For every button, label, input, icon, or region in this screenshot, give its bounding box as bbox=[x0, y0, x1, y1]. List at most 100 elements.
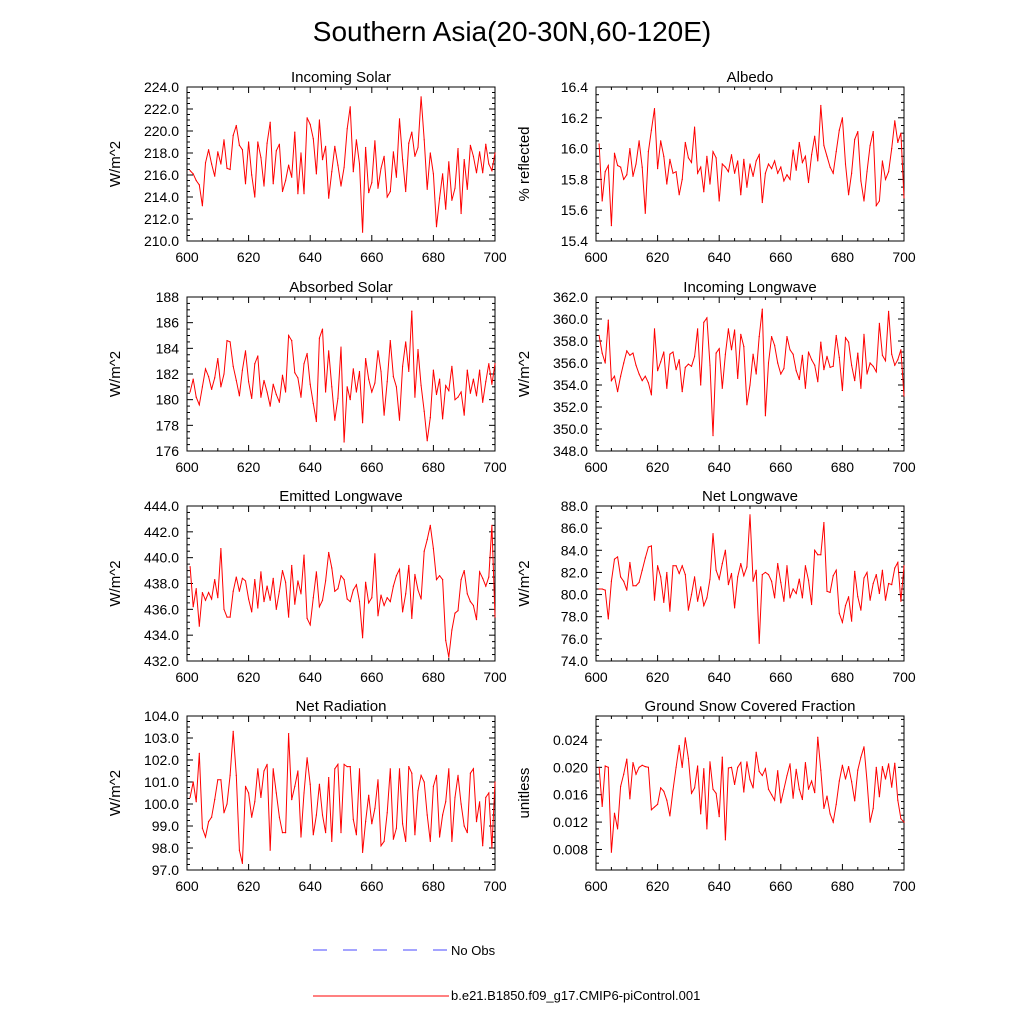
data-point bbox=[629, 561, 631, 564]
data-point bbox=[438, 197, 441, 199]
data-point bbox=[485, 143, 487, 145]
data-point bbox=[792, 797, 794, 799]
data-point bbox=[737, 766, 739, 768]
data-point bbox=[761, 774, 763, 777]
data-point bbox=[248, 792, 250, 794]
data-point bbox=[315, 814, 317, 816]
data-point bbox=[482, 845, 484, 847]
data-point bbox=[749, 779, 751, 781]
data-point bbox=[420, 384, 422, 387]
data-point bbox=[417, 790, 419, 792]
data-point bbox=[435, 393, 438, 396]
x-tick-label: 620 bbox=[237, 459, 261, 475]
y-tick-label: 101.0 bbox=[144, 774, 179, 790]
y-tick-label: 222.0 bbox=[144, 101, 179, 117]
data-point bbox=[494, 363, 496, 365]
data-point bbox=[217, 358, 219, 360]
data-point bbox=[325, 832, 327, 834]
data-point bbox=[734, 783, 736, 786]
data-point bbox=[429, 524, 431, 526]
data-point bbox=[392, 151, 394, 153]
data-point bbox=[635, 585, 637, 587]
data-point bbox=[798, 141, 800, 144]
data-point bbox=[807, 788, 810, 790]
data-point bbox=[278, 816, 280, 818]
data-point bbox=[281, 374, 284, 376]
data-point bbox=[712, 435, 714, 437]
data-point bbox=[408, 370, 410, 373]
data-point bbox=[841, 621, 844, 623]
data-point bbox=[823, 807, 825, 810]
data-point bbox=[835, 569, 837, 571]
data-point bbox=[383, 414, 385, 416]
data-point bbox=[260, 156, 262, 158]
data-point bbox=[361, 422, 364, 424]
data-point bbox=[472, 604, 475, 607]
data-point bbox=[727, 328, 730, 330]
data-point bbox=[647, 766, 649, 768]
data-point bbox=[408, 142, 410, 144]
data-point bbox=[229, 616, 231, 618]
data-point bbox=[466, 369, 468, 371]
data-point bbox=[328, 551, 330, 554]
data-point bbox=[657, 370, 659, 372]
data-point bbox=[678, 359, 680, 361]
data-point bbox=[844, 778, 847, 780]
data-point bbox=[445, 801, 447, 803]
data-point bbox=[241, 369, 244, 371]
y-tick-label: 76.0 bbox=[561, 631, 588, 647]
data-point bbox=[690, 792, 693, 794]
data-point bbox=[869, 362, 871, 364]
data-point bbox=[214, 799, 216, 801]
data-point bbox=[429, 840, 431, 843]
data-point bbox=[746, 566, 748, 568]
data-point bbox=[374, 553, 376, 555]
data-point bbox=[402, 159, 404, 161]
legend-model-label: b.e21.B1850.f09_g17.CMIP6-piControl.001 bbox=[451, 988, 700, 1003]
data-point bbox=[263, 185, 265, 187]
data-point bbox=[795, 169, 797, 171]
y-tick-label: 16.2 bbox=[561, 110, 588, 126]
data-point bbox=[626, 350, 628, 352]
data-point bbox=[420, 598, 422, 600]
data-point bbox=[420, 774, 422, 777]
data-point bbox=[398, 118, 401, 120]
data-point bbox=[894, 120, 896, 122]
data-point bbox=[888, 310, 890, 312]
data-point bbox=[263, 600, 265, 603]
data-point bbox=[847, 194, 850, 196]
data-point bbox=[306, 352, 308, 355]
data-point bbox=[761, 574, 763, 576]
data-point bbox=[829, 366, 831, 368]
data-point bbox=[463, 825, 465, 827]
y-tick-label: 84.0 bbox=[561, 542, 588, 558]
data-point bbox=[241, 149, 244, 151]
data-point bbox=[693, 126, 696, 128]
data-point bbox=[457, 774, 459, 777]
data-point bbox=[349, 399, 351, 401]
data-point bbox=[700, 813, 702, 815]
data-point bbox=[291, 340, 293, 342]
data-point bbox=[718, 816, 720, 818]
x-tick-label: 600 bbox=[175, 459, 199, 475]
data-point bbox=[814, 792, 816, 794]
data-point bbox=[641, 380, 643, 382]
data-point bbox=[789, 349, 791, 351]
data-point bbox=[770, 580, 773, 582]
data-point bbox=[392, 375, 394, 378]
data-point bbox=[377, 615, 379, 617]
data-point bbox=[743, 575, 745, 577]
data-point bbox=[786, 174, 788, 176]
y-tick-label: 436.0 bbox=[144, 601, 179, 617]
data-point bbox=[623, 580, 625, 582]
data-point bbox=[226, 167, 228, 169]
data-point bbox=[349, 766, 351, 768]
data-point bbox=[829, 166, 831, 168]
data-point bbox=[337, 164, 339, 166]
y-tick-label: 188 bbox=[156, 289, 180, 305]
data-point bbox=[872, 131, 874, 133]
data-point bbox=[863, 746, 865, 748]
figure-title: Southern Asia(20-30N,60-120E) bbox=[313, 16, 711, 47]
data-point bbox=[718, 200, 720, 202]
data-point bbox=[884, 360, 887, 362]
